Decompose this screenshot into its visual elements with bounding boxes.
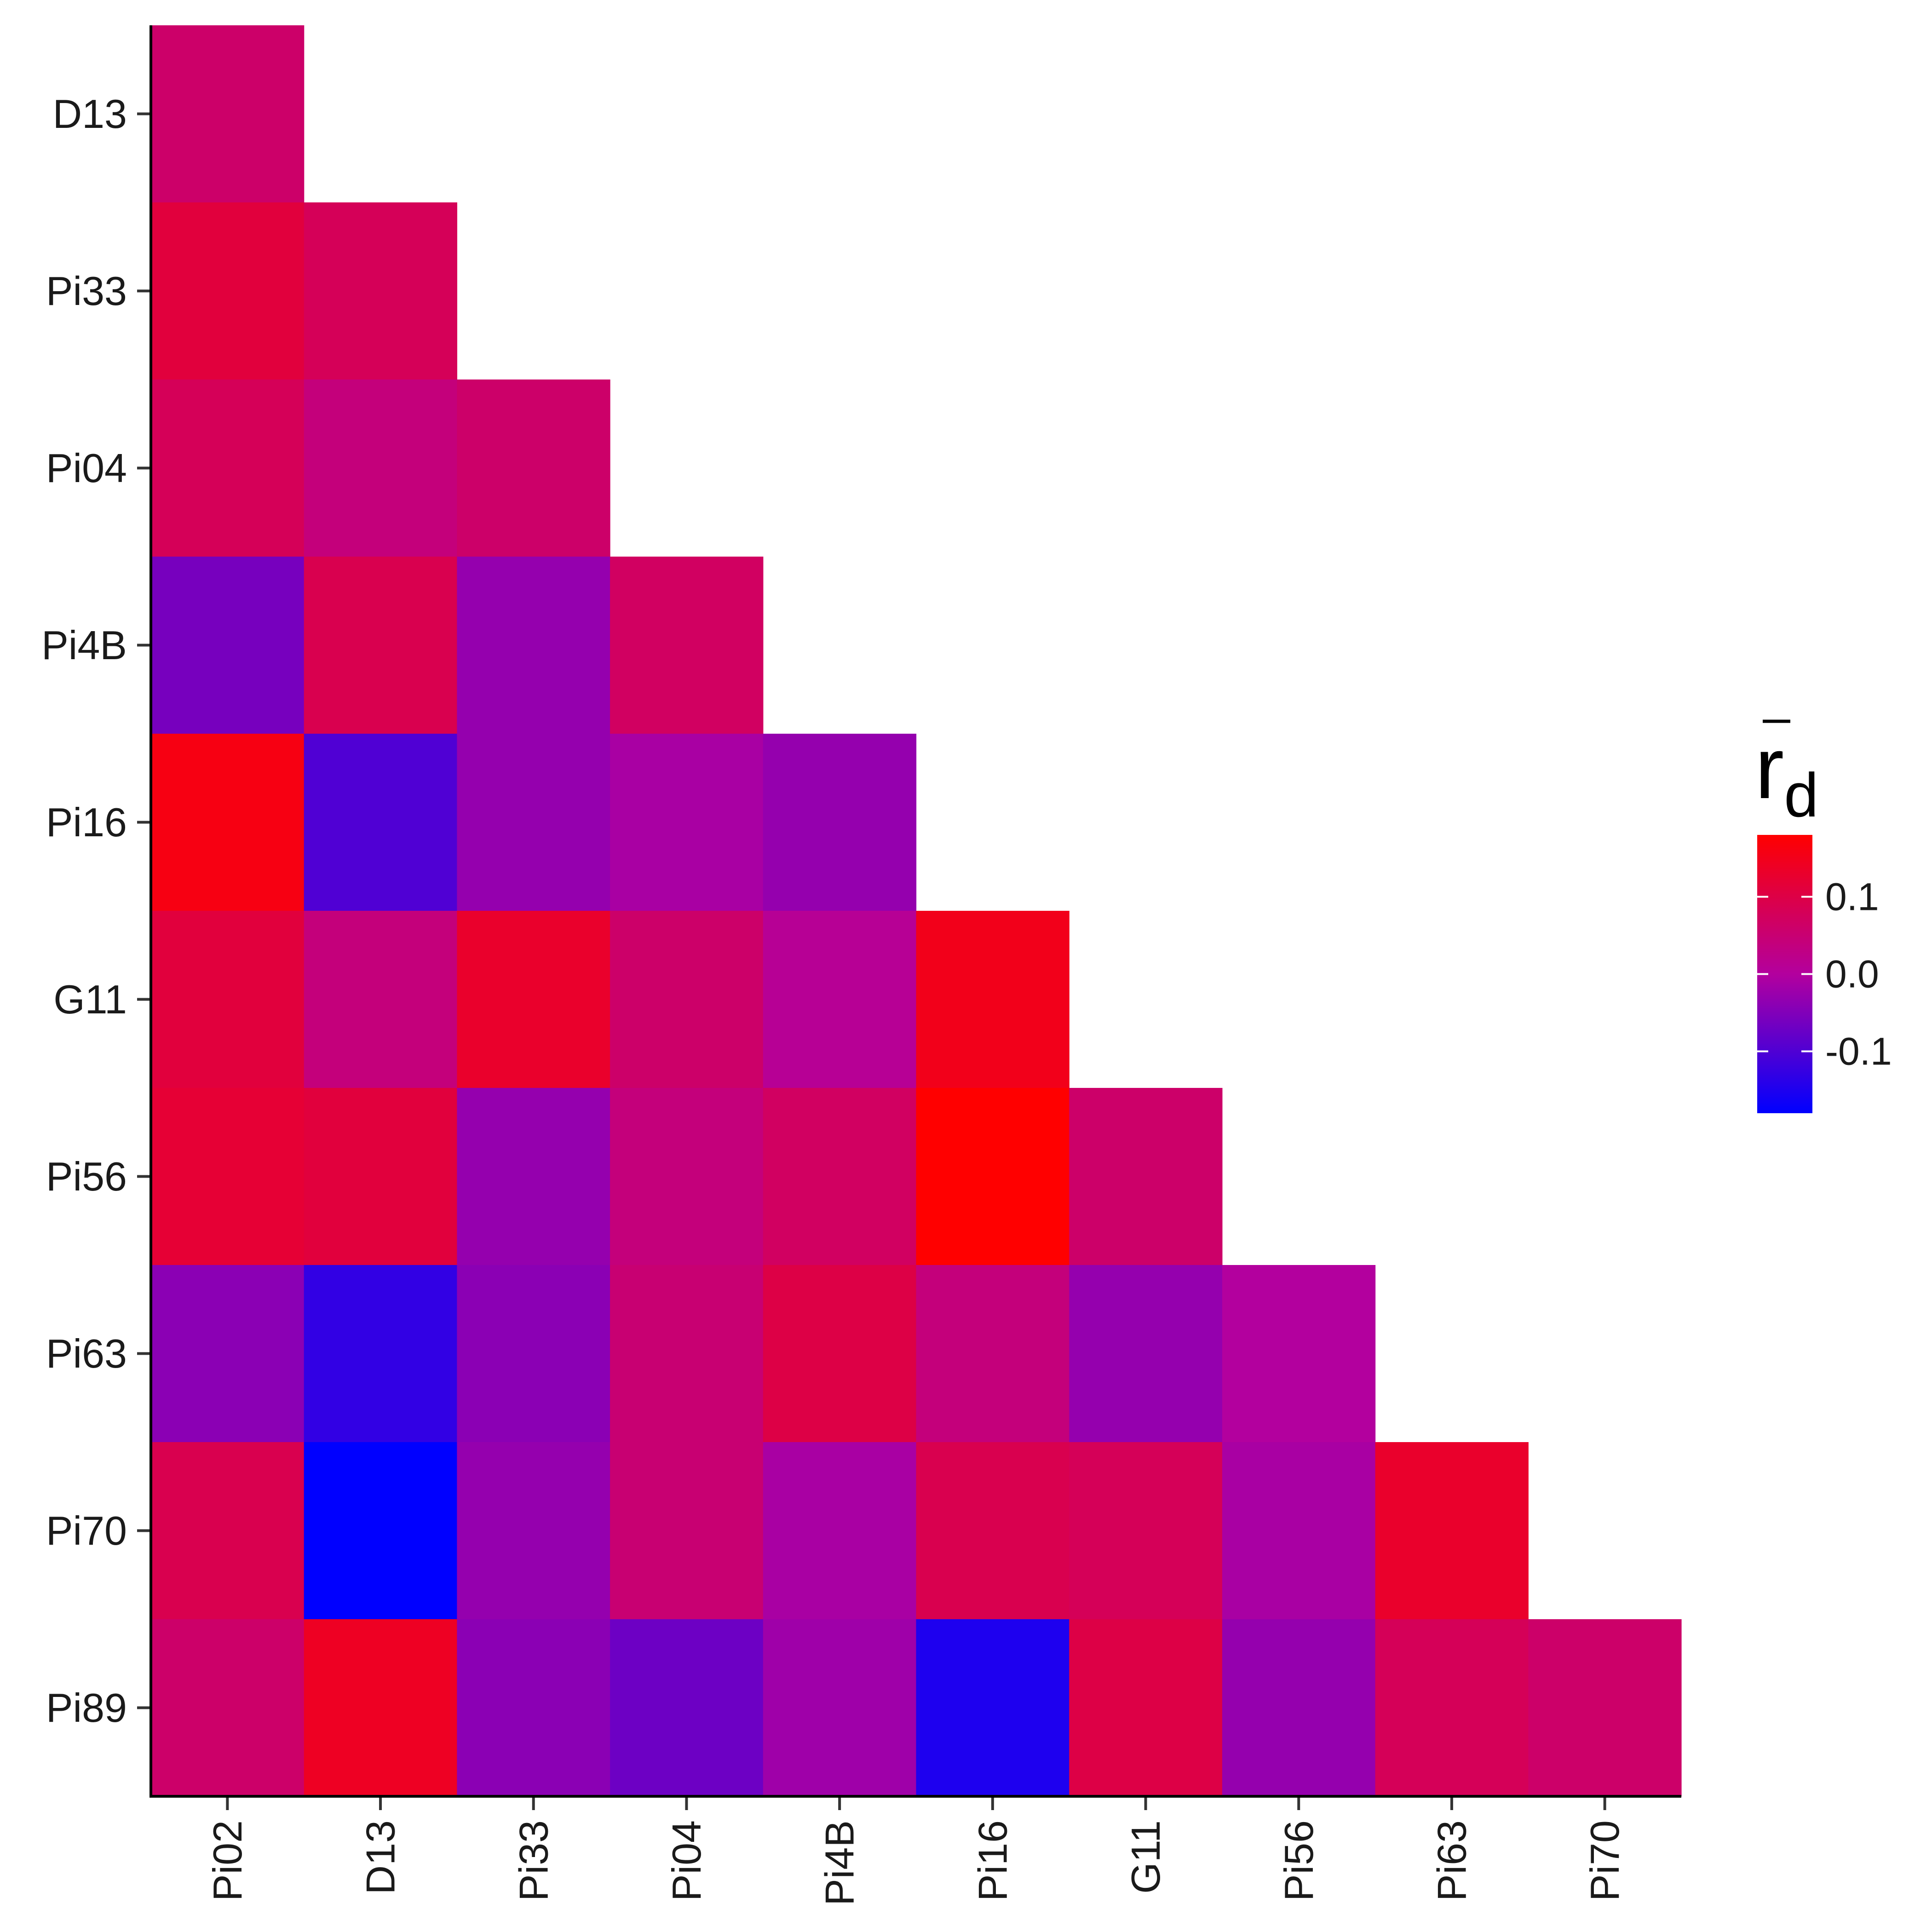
x-tick-label-pi56: Pi56 [1276,1820,1322,1901]
heatmap-cell-pi63-g11 [1069,1265,1223,1443]
heatmap-cell-pi89-pi33 [457,1619,610,1797]
heatmap-cell-pi70-pi56 [1222,1442,1376,1620]
heatmap-cell-pi56-pi16 [916,1088,1070,1265]
heatmap-cell-pi70-pi02 [151,1442,305,1620]
heatmap-cell-pi89-pi56 [1222,1619,1376,1797]
heatmap-cell-pi4b-d13 [304,557,457,734]
y-tick-label-pi33: Pi33 [46,268,127,314]
heatmap-cell-pi70-pi4b [763,1442,917,1620]
legend-title: rd [1755,719,1818,830]
heatmap-cell-pi63-pi02 [151,1265,305,1443]
heatmap-cell-pi70-pi63 [1375,1442,1529,1620]
heatmap-cell-pi16-pi4b [763,734,917,911]
y-tick-label-pi70: Pi70 [46,1508,127,1553]
heatmap-cell-pi56-g11 [1069,1088,1223,1265]
heatmap-cell-pi63-d13 [304,1265,457,1443]
axes [150,25,1681,1798]
heatmap-cell-pi70-pi04 [610,1442,764,1620]
heatmap-cell-pi56-pi4b [763,1088,917,1265]
heatmap-cell-pi89-pi63 [1375,1619,1529,1797]
heatmap-cell-pi16-pi04 [610,734,764,911]
legend-tick-label-1: 0.0 [1825,953,1879,996]
heatmap-cell-pi70-d13 [304,1442,457,1620]
heatmap-cell-pi63-pi04 [610,1265,764,1443]
heatmap-cell-pi63-pi16 [916,1265,1070,1443]
heatmap-cell-pi70-pi16 [916,1442,1070,1620]
y-tick-label-pi63: Pi63 [46,1331,127,1376]
heatmap-cell-pi4b-pi02 [151,557,305,734]
heatmap-cell-pi56-pi33 [457,1088,610,1265]
x-tick-label-pi63: Pi63 [1429,1820,1474,1901]
legend-title-main: r [1755,719,1784,817]
heatmap-cell-pi89-pi70 [1528,1619,1682,1797]
heatmap-cell-pi33-d13 [304,202,457,380]
x-tick-label-pi16: Pi16 [970,1820,1015,1901]
heatmap-cell-pi89-d13 [304,1619,457,1797]
heatmap-cell-pi89-g11 [1069,1619,1223,1797]
x-tick-label-d13: D13 [358,1820,403,1894]
heatmap-cell-pi70-pi33 [457,1442,610,1620]
color-legend: rd 0.1 0.0 -0.1 [1755,719,1892,1113]
y-tick-label-pi16: Pi16 [46,799,127,845]
legend-ticks: 0.1 0.0 -0.1 [1757,875,1892,1073]
x-tick-label-pi70: Pi70 [1582,1820,1627,1901]
x-tick-label-pi33: Pi33 [511,1820,556,1901]
y-axis-ticks: D13 Pi33 Pi04 Pi4B Pi16 G11 Pi56 Pi63 Pi70 Pi89 [41,91,151,1731]
heatmap-cell-pi89-pi04 [610,1619,764,1797]
heatmap-cells [151,25,1682,1797]
heatmap-cell-pi33-pi02 [151,202,305,380]
x-tick-label-pi02: Pi02 [205,1820,250,1901]
heatmap-cell-pi63-pi33 [457,1265,610,1443]
y-tick-label-d13: D13 [53,91,127,137]
heatmap-cell-g11-pi4b [763,911,917,1088]
legend-title-subscript: d [1784,760,1818,830]
x-axis-ticks: Pi02 D13 Pi33 Pi04 Pi4B Pi16 G11 Pi56 Pi63 Pi70 [205,1796,1627,1906]
heatmap-cell-pi4b-pi04 [610,557,764,734]
heatmap-cell-pi16-pi02 [151,734,305,911]
heatmap-cell-pi56-d13 [304,1088,457,1265]
legend-tick-label-0: 0.1 [1825,875,1879,918]
heatmap-cell-g11-pi04 [610,911,764,1088]
heatmap-cell-d13-pi02 [151,25,305,203]
y-tick-label-pi89: Pi89 [46,1685,127,1731]
heatmap-cell-g11-pi16 [916,911,1070,1088]
heatmap-cell-pi89-pi16 [916,1619,1070,1797]
heatmap-cell-pi63-pi56 [1222,1265,1376,1443]
x-tick-label-pi4b: Pi4B [817,1820,862,1906]
x-tick-label-pi04: Pi04 [664,1820,709,1901]
heatmap-cell-g11-d13 [304,911,457,1088]
heatmap-cell-pi04-pi02 [151,380,305,557]
x-tick-label-g11: G11 [1123,1820,1168,1894]
y-tick-label-g11: G11 [53,977,127,1022]
heatmap-cell-pi04-pi33 [457,380,610,557]
heatmap-cell-pi89-pi02 [151,1619,305,1797]
y-tick-label-pi04: Pi04 [46,445,127,491]
y-tick-label-pi4b: Pi4B [41,622,127,668]
heatmap-cell-pi63-pi4b [763,1265,917,1443]
heatmap-cell-pi04-d13 [304,380,457,557]
heatmap-cell-pi89-pi4b [763,1619,917,1797]
heatmap-cell-pi16-d13 [304,734,457,911]
heatmap-cell-pi70-g11 [1069,1442,1223,1620]
heatmap-cell-g11-pi02 [151,911,305,1088]
heatmap-cell-pi4b-pi33 [457,557,610,734]
legend-tick-label-2: -0.1 [1825,1030,1892,1073]
heatmap-cell-g11-pi33 [457,911,610,1088]
y-tick-label-pi56: Pi56 [46,1154,127,1199]
heatmap-cell-pi16-pi33 [457,734,610,911]
heatmap-cell-pi56-pi02 [151,1088,305,1265]
heatmap-cell-pi56-pi04 [610,1088,764,1265]
